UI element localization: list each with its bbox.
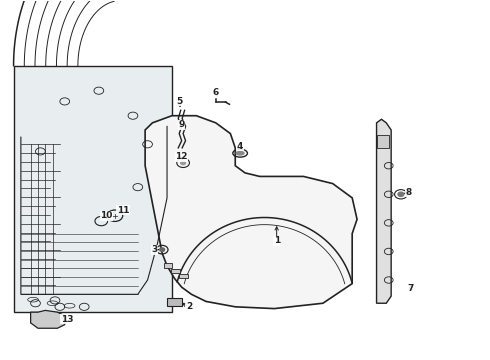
- Bar: [167, 298, 182, 306]
- Bar: [164, 263, 172, 267]
- Bar: [14, 66, 172, 312]
- Bar: [179, 274, 188, 278]
- Circle shape: [160, 248, 165, 251]
- Ellipse shape: [236, 152, 244, 155]
- Polygon shape: [30, 310, 65, 328]
- Text: 4: 4: [237, 141, 244, 150]
- Bar: [171, 269, 180, 273]
- Text: 10: 10: [100, 211, 112, 220]
- Text: 5: 5: [176, 97, 182, 106]
- Text: 6: 6: [213, 88, 219, 97]
- Polygon shape: [145, 116, 357, 309]
- Bar: [376, 135, 389, 148]
- Text: 7: 7: [408, 284, 414, 293]
- Text: 2: 2: [186, 302, 192, 311]
- Polygon shape: [376, 119, 391, 303]
- Text: 8: 8: [405, 188, 411, 197]
- Text: 11: 11: [117, 206, 129, 215]
- Text: 9: 9: [178, 120, 185, 129]
- Text: 12: 12: [175, 152, 188, 161]
- Text: 3: 3: [152, 245, 158, 254]
- Text: 13: 13: [61, 315, 74, 324]
- Text: 1: 1: [273, 236, 280, 245]
- Circle shape: [398, 192, 404, 197]
- Circle shape: [181, 161, 186, 165]
